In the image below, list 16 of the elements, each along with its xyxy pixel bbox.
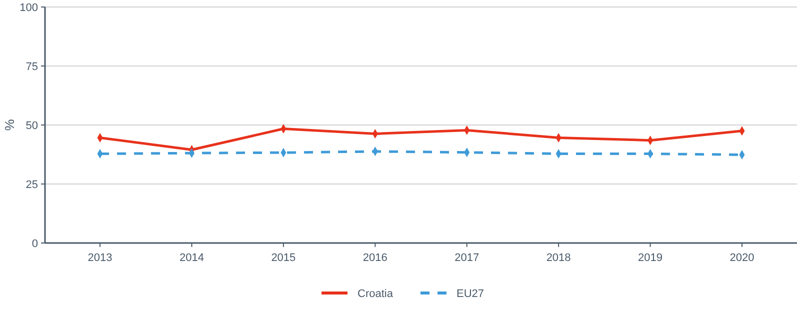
y-axis-title: % — [2, 118, 17, 131]
x-tick-label: 2017 — [454, 252, 480, 264]
x-tick-label: 2020 — [730, 252, 754, 264]
legend-label: EU27 — [456, 288, 484, 300]
y-tick-label: 50 — [26, 120, 38, 132]
legend-label: Croatia — [358, 288, 394, 300]
y-tick-label: 75 — [26, 60, 38, 73]
x-tick-label: 2018 — [546, 252, 571, 264]
x-tick-label: 2013 — [88, 252, 112, 264]
x-tick-label: 2015 — [271, 252, 296, 264]
y-tick-label: 100 — [20, 2, 38, 14]
y-tick-label: 25 — [26, 178, 38, 191]
x-tick-label: 2014 — [179, 252, 204, 264]
x-tick-label: 2019 — [638, 252, 663, 264]
x-tick-label: 2016 — [362, 252, 388, 264]
y-tick-label: 0 — [32, 238, 38, 250]
